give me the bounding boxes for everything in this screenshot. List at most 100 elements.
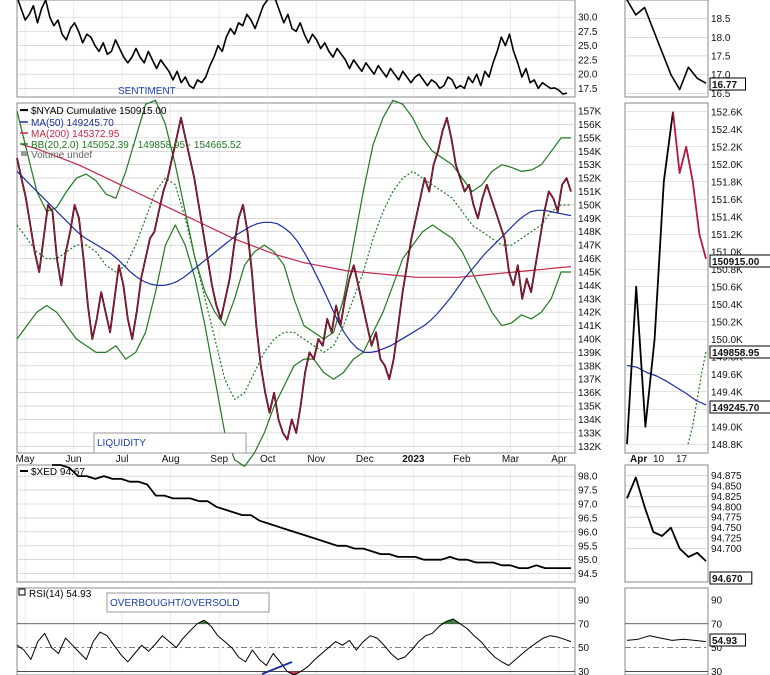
y-tick-label: 142K <box>578 308 602 319</box>
y-tick-label: 22.5 <box>578 55 598 66</box>
ma50-line <box>16 170 572 353</box>
zoom-y-tick-label: 70 <box>711 619 723 630</box>
y-tick-label: 95.5 <box>578 541 598 552</box>
y-tick-label: 97.0 <box>578 500 598 511</box>
rsi-badge: 54.93 <box>712 636 737 647</box>
y-tick-label: 149K <box>578 214 602 225</box>
zoom-y-tick-label: 152.4K <box>711 125 743 136</box>
zoom-panel-frame <box>624 587 709 675</box>
axis-labels: May Jun Jul Aug Sep Oct Nov Dec 2023 Feb Mar Apr Apr… <box>16 13 770 675</box>
y-tick-label: 133K <box>578 428 602 439</box>
bollinger-lower-line <box>16 224 571 467</box>
zoom-y-tick-label: 149.6K <box>711 370 743 381</box>
zoom-y-tick-label: 90 <box>711 595 723 606</box>
zoom-price-line <box>626 111 674 445</box>
nyad-price-overlay <box>16 117 572 441</box>
rsi-overbought-fill <box>446 618 454 624</box>
legend-ma200: MA(200) 145372.95 <box>31 129 120 140</box>
zoom-y-tick-label: 18.5 <box>711 14 731 25</box>
zoom-x-tick-label: Apr <box>630 454 647 465</box>
zoom-y-tick-label: 150.4K <box>711 300 743 311</box>
y-tick-label: 96.5 <box>578 513 598 524</box>
y-tick-label: 148K <box>578 227 602 238</box>
zoom-x-tick-label: 17 <box>676 454 688 465</box>
nyad-price-line <box>16 116 572 441</box>
zoom-y-tick-label: 94.725 <box>711 534 742 545</box>
y-tick-label: 153K <box>578 160 602 171</box>
zoom-y-tick-label: 149.0K <box>711 422 743 433</box>
y-tick-label: 30.0 <box>578 13 598 24</box>
rsi-label: OVERBOUGHT/OVERSOLD <box>110 598 239 609</box>
y-tick-label: 155K <box>578 133 602 144</box>
y-tick-label: 144K <box>578 281 602 292</box>
zoom-panel-frame <box>624 464 709 583</box>
series-layer <box>16 0 707 675</box>
x-tick-label: Mar <box>502 454 520 465</box>
y-tick-label: 150K <box>578 200 602 211</box>
y-tick-label: 136K <box>578 388 602 399</box>
y-tick-label: 146K <box>578 254 602 265</box>
sentiment-label: SENTIMENT <box>118 86 176 97</box>
legend-swatch <box>21 151 27 156</box>
zoom-ma50-line <box>626 364 707 406</box>
zoom-y-tick-label: 16.5 <box>711 89 731 100</box>
main-panel-frame <box>16 587 576 675</box>
y-tick-label: 50 <box>578 643 590 654</box>
y-tick-label: 140K <box>578 335 602 346</box>
zoom-y-tick-label: 94.850 <box>711 481 742 492</box>
x-tick-label: Feb <box>453 454 471 465</box>
zoom-y-tick-label: 151.4K <box>711 212 743 223</box>
x-tick-label: Sep <box>210 454 228 465</box>
y-tick-label: 97.5 <box>578 486 598 497</box>
zoom-y-tick-label: 94.825 <box>711 492 742 503</box>
y-tick-label: 70 <box>578 619 590 630</box>
y-tick-label: 20.0 <box>578 70 598 81</box>
ma50-badge: 149245.70 <box>712 403 760 414</box>
x-tick-label: Nov <box>307 454 325 465</box>
rsi-zoom-line <box>626 635 707 643</box>
bollinger-badge: 149858.95 <box>712 348 760 359</box>
sentiment-badge: 16.77 <box>712 80 737 91</box>
x-tick-label: Oct <box>260 454 276 465</box>
legend-layer: $NYAD Cumulative 150915.00 MA(50) 149245… <box>18 86 270 613</box>
sentiment-line <box>17 0 568 95</box>
rsi-label-box <box>106 592 270 613</box>
legend-volume: Volume undef <box>31 150 92 161</box>
zoom-y-tick-label: 94.700 <box>711 544 742 555</box>
legend-ma50: MA(50) 149245.70 <box>31 118 114 129</box>
y-tick-label: 27.5 <box>578 27 598 38</box>
x-tick-label: 2023 <box>402 454 425 465</box>
main-panel-frame <box>16 102 576 454</box>
zoom-y-tick-label: 94.775 <box>711 513 742 524</box>
y-tick-label: 151K <box>578 187 602 198</box>
bollinger-middle-line <box>16 170 571 400</box>
zoom-panel-frame <box>624 102 709 454</box>
liquidity-label: LIQUIDITY <box>97 438 146 449</box>
y-tick-label: 94.5 <box>578 569 598 580</box>
y-tick-label: 96.0 <box>578 527 598 538</box>
y-tick-label: 154K <box>578 147 602 158</box>
rsi-badge-box <box>709 633 746 647</box>
y-tick-label: 152K <box>578 174 602 185</box>
zoom-y-tick-label: 94.800 <box>711 502 742 513</box>
y-tick-label: 139K <box>578 348 602 359</box>
ma50-badge-box <box>709 400 770 414</box>
y-tick-label: 145K <box>578 267 602 278</box>
zoom-panel-frame <box>624 0 709 98</box>
zoom-y-tick-label: 150.0K <box>711 335 743 346</box>
bollinger-badge-box <box>709 345 770 359</box>
zoom-y-tick-label: 152.0K <box>711 160 743 171</box>
zoom-y-tick-label: 30 <box>711 667 723 675</box>
y-tick-label: 95.0 <box>578 555 598 566</box>
main-panel-frame <box>16 0 576 98</box>
y-tick-label: 157K <box>578 107 602 118</box>
nyad-price-badge-box <box>709 254 770 268</box>
rsi-line <box>16 618 572 675</box>
bollinger-upper-line <box>16 99 571 340</box>
main-panel-frame <box>16 464 576 583</box>
y-tick-label: 143K <box>578 294 602 305</box>
x-tick-label: May <box>16 454 35 465</box>
rsi-overbought-fill <box>203 620 211 624</box>
zoom-y-tick-label: 94.875 <box>711 471 742 482</box>
